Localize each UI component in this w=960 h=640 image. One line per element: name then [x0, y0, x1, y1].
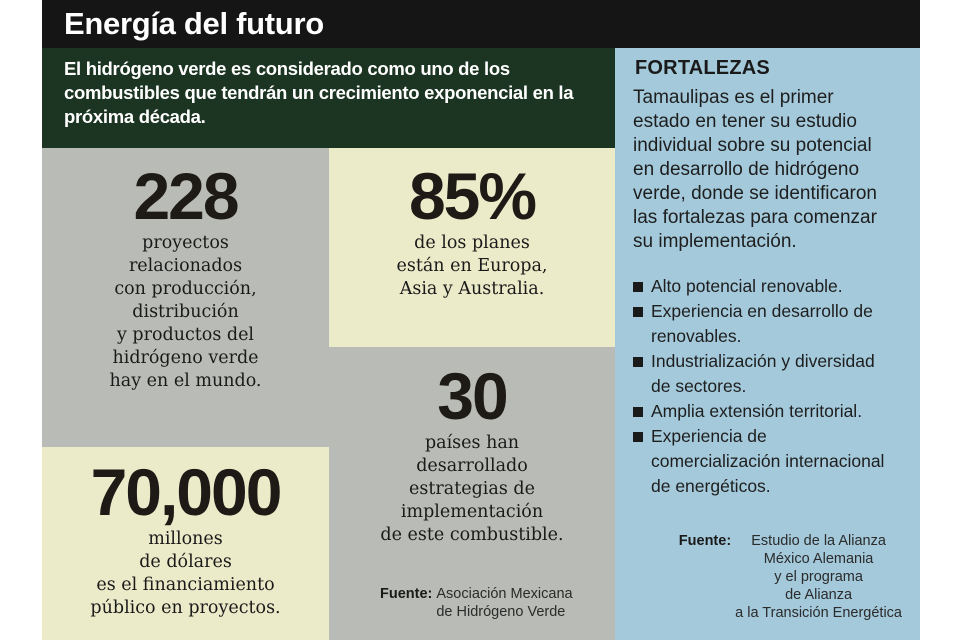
square-bullet-icon — [633, 349, 647, 374]
list-item-text: Alto potencial renovable. — [651, 276, 843, 296]
stat-description: países han desarrollado estrategias de i… — [380, 433, 564, 545]
list-item: Alto potencial renovable. — [633, 274, 918, 299]
stat-share-plans: 85% de los planes están en Europa, Asia … — [329, 160, 615, 301]
stat-financing: 70,000 millones de dólares es el financi… — [42, 456, 329, 620]
stat-number: 30 — [437, 359, 508, 433]
stat-highlight-panel-top — [329, 148, 615, 347]
list-item: Experiencia en desarrollo de renovables. — [633, 299, 918, 349]
source-label: Fuente: — [380, 586, 433, 602]
stat-countries: 30 países han desarrollado estrategias d… — [329, 360, 615, 547]
source-note-right: Fuente: Estudio de la Alianza México Ale… — [650, 532, 902, 622]
stat-description: de los planes están en Europa, Asia y Au… — [396, 233, 548, 299]
stat-number: 70,000 — [90, 455, 283, 529]
list-item-text: Amplia extensión territorial. — [651, 401, 863, 421]
stat-projects: 228 proyectos relacionados con producció… — [42, 160, 329, 393]
list-item-text: Experiencia en desarrollo de renovables. — [651, 301, 873, 346]
stat-description: proyectos relacionados con producción, d… — [109, 233, 262, 391]
list-item: Industrialización y diversidad de sector… — [633, 349, 918, 399]
source-note-left: Fuente: Asociación Mexicana de Hidrógeno… — [380, 585, 612, 621]
list-item: Experiencia de comercialización internac… — [633, 424, 918, 499]
strengths-sidebar: FORTALEZAS Tamaulipas es el primer estad… — [615, 48, 920, 640]
stat-number: 228 — [133, 159, 239, 233]
source-label: Fuente: — [678, 533, 732, 549]
sidebar-body-text: Tamaulipas es el primer estado en tener … — [633, 87, 877, 252]
square-bullet-icon — [633, 399, 647, 424]
list-item-text: Experiencia de comercialización internac… — [651, 426, 885, 496]
stat-highlight-panel-bottom — [42, 447, 329, 640]
list-item: Amplia extensión territorial. — [633, 399, 918, 424]
page-title: Energía del futuro — [64, 6, 324, 41]
square-bullet-icon — [633, 424, 647, 449]
source-text: Estudio de la Alianza México Alemania y … — [735, 533, 902, 621]
stat-description: millones de dólares es el financiamiento… — [90, 529, 281, 618]
square-bullet-icon — [633, 299, 647, 324]
intro-text: El hidrógeno verde es considerado como u… — [42, 48, 615, 148]
list-item-text: Industrialización y diversidad de sector… — [651, 351, 875, 396]
square-bullet-icon — [633, 274, 647, 299]
sidebar-heading: FORTALEZAS — [635, 57, 770, 79]
stat-number: 85% — [408, 159, 537, 233]
source-text: Asociación Mexicana de Hidrógeno Verde — [436, 586, 573, 620]
strengths-list: Alto potencial renovable. Experiencia en… — [633, 274, 918, 499]
title-bar: Energía del futuro — [42, 0, 920, 48]
